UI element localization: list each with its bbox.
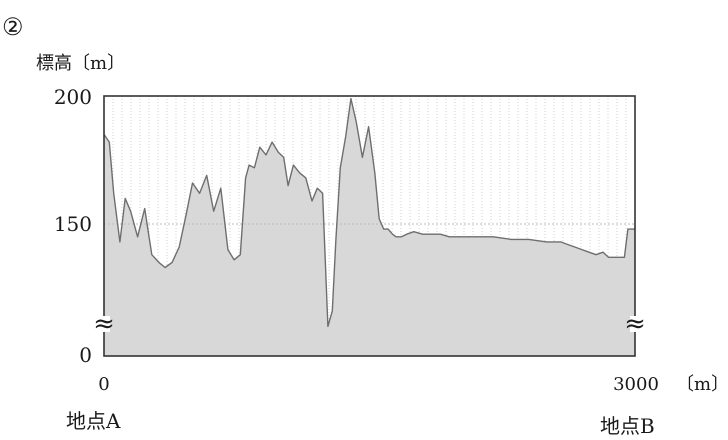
y-axis-label: 標高〔m〕 bbox=[36, 53, 125, 74]
axis-break-symbol: ≈ bbox=[93, 309, 115, 339]
axis-break-gap bbox=[100, 316, 110, 332]
elevation-line bbox=[103, 97, 635, 328]
plot-area bbox=[103, 95, 636, 357]
plot-frame bbox=[103, 95, 636, 357]
x-axis-unit: 〔m〕 bbox=[676, 374, 728, 395]
y-tick-label: 200 bbox=[54, 85, 92, 109]
axis-break-symbol: ≈ bbox=[624, 309, 646, 339]
axis-break-gap bbox=[630, 316, 640, 332]
start-point-label: 地点A bbox=[66, 409, 121, 433]
right-axis-break: ≈ bbox=[624, 309, 646, 339]
left-axis-break: ≈ bbox=[93, 309, 115, 339]
elevation-area bbox=[104, 98, 635, 356]
x-tick-label: 3000 bbox=[613, 374, 659, 395]
y-tick-label: 150 bbox=[54, 212, 92, 236]
x-tick-label: 0 bbox=[98, 374, 109, 395]
y-tick-label: 0 bbox=[79, 343, 92, 367]
figure-number: ② bbox=[2, 13, 24, 41]
end-point-label: 地点B bbox=[600, 414, 655, 438]
